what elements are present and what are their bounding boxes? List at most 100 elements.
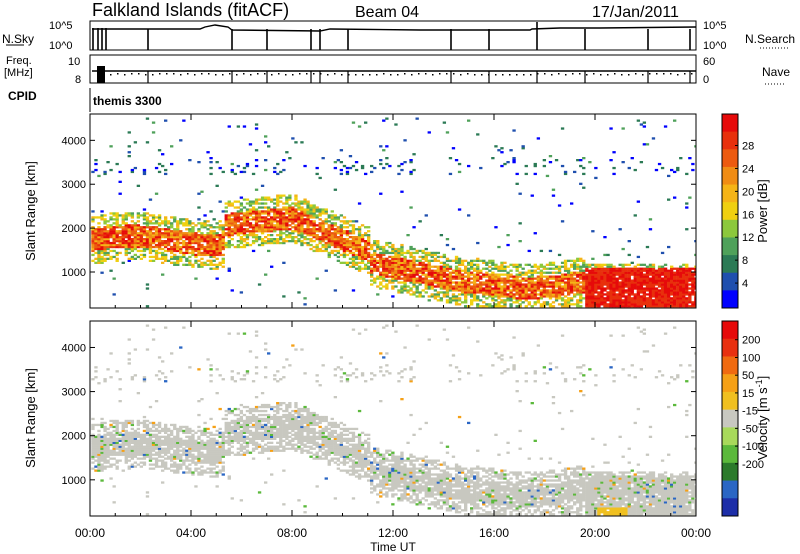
power-cell: [518, 297, 522, 300]
power-cell: [103, 247, 107, 251]
power-cell: [106, 226, 110, 229]
power-cell: [633, 281, 637, 284]
power-cell: [357, 238, 362, 241]
power-cell: [309, 230, 313, 233]
power-cell: [651, 283, 656, 286]
power-cell: [309, 210, 313, 213]
power-cell: [621, 267, 625, 270]
power-cell: [579, 289, 583, 292]
power-cell: [148, 236, 153, 239]
power-cell: [624, 285, 628, 288]
power-cell: [585, 279, 589, 282]
power-cell: [651, 281, 656, 284]
power-cell: [415, 259, 419, 262]
date-label: 17/Jan/2011: [592, 4, 679, 21]
power-cell: [127, 155, 131, 158]
velocity-cell: [145, 453, 150, 456]
power-cell: [215, 257, 219, 260]
power-cell: [206, 243, 210, 247]
power-cell: [327, 214, 331, 217]
velocity-cell: [236, 417, 241, 421]
power-cell: [342, 216, 347, 219]
power-cell: [694, 265, 696, 268]
power-cell: [151, 238, 156, 241]
velocity-cell: [179, 427, 183, 431]
power-cell: [285, 218, 289, 221]
velocity-cell: [236, 447, 241, 450]
power-cell: [185, 243, 189, 247]
power-cell: [257, 226, 262, 229]
velocity-cell: [94, 459, 98, 462]
velocity-cell: [197, 445, 201, 448]
power-cell: [548, 297, 553, 300]
power-cell: [639, 305, 644, 308]
power-cell: [663, 285, 668, 288]
power-cell: [588, 303, 592, 306]
power-cell: [267, 220, 271, 223]
power-cell: [603, 271, 607, 274]
power-cell: [509, 291, 513, 294]
power-cell: [573, 285, 577, 288]
power-cell: [636, 289, 641, 292]
power-cell: [254, 228, 259, 231]
power-cell: [242, 125, 247, 128]
power-cell: [276, 224, 280, 227]
power-cell: [582, 261, 586, 264]
power-cell: [494, 279, 498, 282]
velocity-cell: [191, 459, 195, 462]
power-cell: [154, 166, 159, 170]
power-cell: [597, 283, 601, 286]
power-cell: [354, 267, 359, 270]
velocity-cell: [94, 439, 98, 442]
power-cell: [285, 224, 289, 227]
power-cell: [209, 247, 213, 251]
power-cell: [145, 247, 150, 251]
power-cell: [351, 236, 356, 239]
power-cell: [467, 214, 471, 217]
velocity-cell: [227, 409, 231, 413]
power-cell: [391, 277, 395, 280]
power-cell: [276, 162, 280, 166]
power-cell: [118, 240, 122, 243]
power-cell: [282, 206, 286, 209]
power-cell: [306, 202, 310, 205]
power-cell: [257, 228, 262, 231]
velocity-cell: [170, 437, 174, 440]
power-cell: [682, 301, 686, 304]
power-cell: [400, 190, 404, 193]
power-cell: [382, 277, 386, 280]
power-cell: [682, 289, 686, 292]
power-cell: [533, 301, 537, 304]
velocity-cell: [109, 376, 113, 379]
power-cell: [639, 303, 644, 306]
power-cell: [179, 241, 183, 245]
power-cell: [482, 295, 486, 298]
power-cell: [148, 222, 153, 225]
power-cell: [270, 218, 274, 221]
power-cell: [609, 279, 613, 282]
power-cell: [645, 281, 650, 284]
velocity-cell: [118, 388, 122, 391]
velocity-cell: [176, 451, 180, 454]
power-cell: [527, 301, 531, 304]
velocity-cell: [233, 429, 238, 433]
power-cell: [318, 212, 322, 215]
power-cell: [242, 166, 247, 170]
power-cell: [367, 271, 371, 274]
power-cell: [100, 238, 104, 241]
power-cell: [142, 245, 147, 249]
power-cell: [115, 238, 119, 241]
power-cell: [239, 240, 244, 243]
velocity-cell: [167, 427, 171, 431]
power-cell: [130, 238, 135, 241]
power-cell: [560, 291, 565, 294]
power-cell: [560, 297, 565, 300]
power-cell: [388, 267, 392, 270]
power-cell: [691, 285, 695, 288]
power-cell: [403, 139, 407, 142]
power-cell: [321, 232, 325, 235]
velocity-cell: [127, 455, 131, 458]
velocity-cell: [233, 435, 238, 438]
power-cell: [191, 263, 195, 266]
power-cell: [648, 305, 653, 308]
